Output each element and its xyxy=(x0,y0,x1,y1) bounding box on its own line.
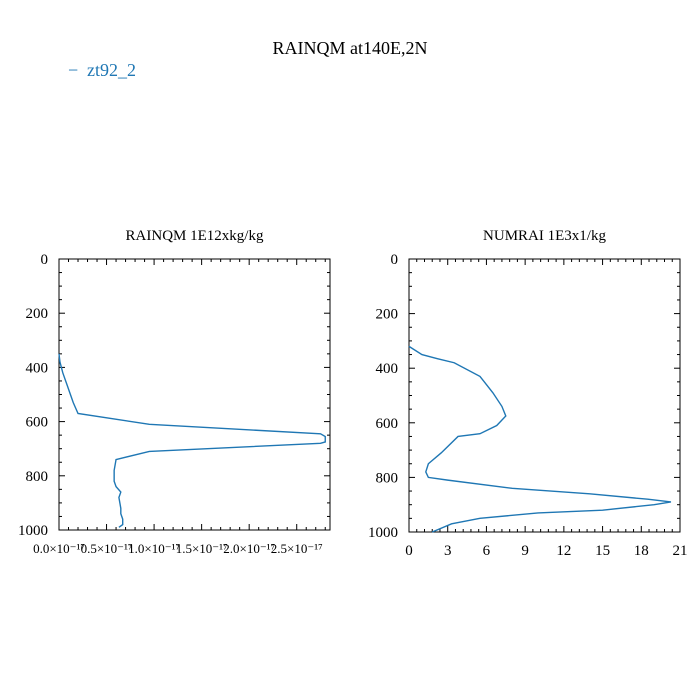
plot-frame xyxy=(58,258,331,531)
x-tick-label: 12 xyxy=(556,543,571,559)
x-tick-label: 6 xyxy=(483,543,491,559)
x-tick-label: 2.0×10⁻¹⁷ xyxy=(223,541,275,556)
y-tick-label: 800 xyxy=(376,470,399,486)
x-tick-label: 0 xyxy=(405,543,413,559)
figure-title: RAINQM at140E,2N xyxy=(273,38,428,58)
x-tick-label: 21 xyxy=(673,543,688,559)
x-tick-label: 2.5×10⁻¹⁷ xyxy=(271,541,323,556)
y-tick-label: 800 xyxy=(26,469,49,485)
panel-title: NUMRAI 1E3x1/kg xyxy=(483,228,606,244)
x-tick-label: 15 xyxy=(595,543,610,559)
rainqm-panel: RAINQM 1E12xkg/kg 0 200 400 600 800 1000 0.0×10… xyxy=(18,228,331,556)
series-line-zt92_2 xyxy=(58,353,326,528)
y-tick-label: 0 xyxy=(41,252,49,268)
legend-marker: − xyxy=(68,60,78,80)
y-tick-label: 200 xyxy=(26,306,49,322)
panel-title: RAINQM 1E12xkg/kg xyxy=(126,228,264,244)
x-tick-label: 3 xyxy=(444,543,452,559)
y-tick-label: 400 xyxy=(26,360,49,376)
x-tick-label: 1.5×10⁻¹⁷ xyxy=(176,541,228,556)
x-tick-label: 0.0×10⁻¹⁷ xyxy=(33,541,85,556)
x-tick-label: 18 xyxy=(634,543,649,559)
y-tick-label: 200 xyxy=(376,307,399,323)
x-tick-label: 9 xyxy=(521,543,529,559)
y-tick-label: 0 xyxy=(391,252,399,268)
x-tick-label: 0.5×10⁻¹⁷ xyxy=(81,541,133,556)
y-tick-label: 1000 xyxy=(18,523,48,539)
figure-legend: − zt92_2 xyxy=(68,60,136,80)
x-tick-label: 1.0×10⁻¹⁷ xyxy=(128,541,180,556)
y-tick-label: 600 xyxy=(376,416,399,432)
y-tick-label: 600 xyxy=(26,415,49,431)
y-tick-label: 400 xyxy=(376,361,399,377)
y-tick-label: 1000 xyxy=(368,525,398,541)
series-line-zt92_2 xyxy=(408,345,672,533)
numrai-panel: NUMRAI 1E3x1/kg 0 200 400 600 800 1000 0 3 6 9 12 15… xyxy=(368,228,688,559)
legend-label: zt92_2 xyxy=(87,60,136,80)
